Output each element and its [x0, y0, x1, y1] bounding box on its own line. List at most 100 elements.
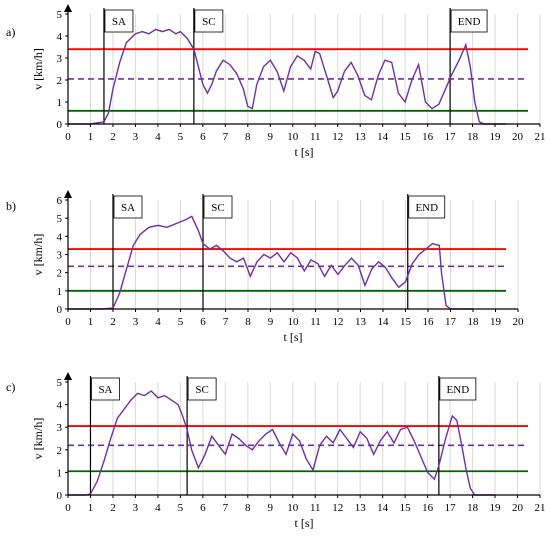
x-tick-label: 17	[445, 131, 457, 143]
x-tick-label: 18	[467, 502, 479, 514]
y-tick-label: 2	[57, 268, 63, 280]
x-tick-label: 7	[223, 502, 229, 514]
x-tick-label: 10	[288, 316, 300, 328]
x-tick-label: 12	[333, 316, 344, 328]
phase-label-box	[187, 377, 217, 401]
y-tick-label: 3	[57, 250, 63, 262]
x-tick-label: 21	[535, 502, 546, 514]
y-tick-label: 2	[57, 75, 63, 87]
y-axis-title: v [km/h]	[31, 418, 45, 460]
x-tick-label: 16	[423, 316, 435, 328]
x-tick-label: 0	[65, 502, 71, 514]
x-tick-label: 0	[65, 131, 71, 143]
y-axis-arrow	[64, 4, 72, 12]
x-tick-label: 7	[223, 316, 229, 328]
phase-label-end: END	[458, 16, 481, 28]
phase-label-box	[91, 377, 120, 401]
phase-label-sc: SC	[202, 16, 215, 28]
x-tick-label: 13	[355, 131, 367, 143]
phase-label-box	[203, 195, 233, 219]
x-tick-label: 1	[88, 316, 94, 328]
y-axis-arrow	[64, 190, 72, 198]
panel-label: b)	[6, 199, 16, 213]
phase-label-sc: SC	[211, 202, 224, 214]
y-tick-label: 5	[57, 377, 63, 389]
x-tick-label: 5	[178, 502, 184, 514]
y-tick-label: 0	[57, 119, 63, 131]
x-tick-label: 5	[178, 131, 184, 143]
x-tick-label: 17	[445, 316, 457, 328]
x-tick-label: 21	[535, 131, 546, 143]
x-tick-label: 9	[268, 131, 274, 143]
phase-label-end: END	[447, 384, 470, 396]
y-axis-title: v [km/h]	[31, 234, 45, 276]
x-tick-label: 14	[377, 502, 389, 514]
x-tick-label: 18	[468, 316, 480, 328]
x-tick-label: 3	[133, 502, 139, 514]
x-tick-label: 9	[268, 316, 274, 328]
x-tick-label: 17	[445, 502, 457, 514]
y-axis-arrow	[64, 372, 72, 380]
x-tick-label: 11	[310, 502, 321, 514]
x-tick-label: 12	[332, 131, 343, 143]
x-tick-label: 16	[422, 502, 434, 514]
y-tick-label: 5	[57, 213, 63, 225]
y-tick-label: 1	[57, 467, 63, 479]
y-tick-label: 4	[57, 400, 63, 412]
phase-label-sa: SA	[121, 202, 135, 214]
x-tick-label: 10	[287, 502, 299, 514]
y-tick-label: 2	[57, 445, 63, 457]
x-tick-label: 2	[110, 316, 116, 328]
x-axis-title: t [s]	[295, 516, 314, 530]
phase-label-box	[104, 9, 134, 33]
x-tick-label: 6	[200, 316, 206, 328]
x-tick-label: 20	[512, 502, 524, 514]
x-tick-label: 8	[245, 316, 251, 328]
x-tick-label: 7	[223, 131, 229, 143]
x-tick-label: 5	[178, 316, 184, 328]
y-tick-label: 0	[57, 490, 63, 502]
y-tick-label: 1	[57, 286, 63, 298]
x-tick-label: 8	[245, 131, 251, 143]
velocity-series-line	[68, 28, 507, 125]
x-tick-label: 4	[155, 316, 161, 328]
x-tick-label: 6	[200, 502, 206, 514]
x-tick-label: 19	[490, 131, 502, 143]
x-tick-label: 2	[110, 131, 116, 143]
x-tick-label: 2	[110, 502, 116, 514]
x-tick-label: 11	[310, 131, 321, 143]
x-tick-label: 11	[310, 316, 321, 328]
x-tick-label: 18	[467, 131, 479, 143]
y-tick-label: 3	[57, 422, 63, 434]
y-tick-label: 4	[57, 231, 63, 243]
y-tick-label: 1	[57, 97, 63, 109]
x-tick-label: 19	[490, 316, 502, 328]
x-tick-label: 4	[155, 502, 161, 514]
y-tick-label: 4	[57, 31, 63, 43]
phase-label-box	[450, 9, 488, 33]
x-tick-label: 4	[155, 131, 161, 143]
x-axis-title: t [s]	[284, 330, 303, 344]
y-axis-title: v [km/h]	[31, 48, 45, 90]
x-tick-label: 0	[65, 316, 71, 328]
x-tick-label: 15	[400, 131, 412, 143]
phase-label-sc: SC	[195, 384, 208, 396]
x-tick-label: 10	[287, 131, 299, 143]
y-tick-label: 6	[57, 195, 63, 207]
x-tick-label: 12	[332, 502, 343, 514]
phase-label-box	[439, 377, 477, 401]
x-tick-label: 15	[400, 502, 412, 514]
phase-label-box	[194, 9, 224, 33]
phase-label-end: END	[415, 202, 438, 214]
x-tick-label: 20	[513, 316, 525, 328]
x-tick-label: 15	[400, 316, 412, 328]
y-tick-label: 0	[57, 304, 63, 316]
x-tick-label: 16	[422, 131, 434, 143]
x-tick-label: 14	[378, 316, 390, 328]
x-axis-title: t [s]	[295, 145, 314, 159]
x-tick-label: 19	[490, 502, 502, 514]
